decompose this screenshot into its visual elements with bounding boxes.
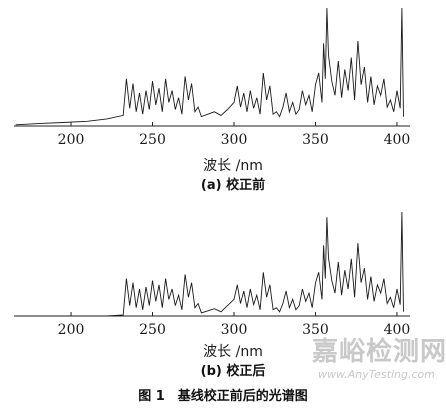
panel-b-x-tick-label-300: 300 (221, 322, 248, 338)
panel-a-x-tick-label-400: 400 (384, 132, 411, 148)
panel-b-x-tick-label-250: 250 (139, 322, 166, 338)
panel-b-x-tick-label-350: 350 (302, 322, 329, 338)
panel-b-x-tick-label-400: 400 (384, 322, 411, 338)
panel-b-spectrum-line (15, 211, 404, 317)
panel-b-x-ticks: 200 250 300 350 400 (58, 312, 411, 338)
panel-a-x-axis-title: 波长 /nm (203, 158, 263, 174)
panel-a-caption: (a) 校正前 (201, 177, 265, 193)
panel-b-after-correction: 200 250 300 350 400 波长 /nm (b) 校正后 (14, 211, 411, 379)
panel-a-x-tick-label-250: 250 (139, 132, 166, 148)
panel-a-x-tick-label-350: 350 (302, 132, 329, 148)
panel-a-x-tick-label-200: 200 (58, 132, 85, 148)
panel-a-x-tick-label-300: 300 (221, 132, 248, 148)
figure-caption: 图 1 基线校正前后的光谱图 (138, 388, 308, 404)
panel-b-caption: (b) 校正后 (201, 363, 266, 379)
panel-a-x-ticks: 200 250 300 350 400 (58, 122, 411, 148)
panel-b-x-axis-title: 波长 /nm (203, 344, 263, 360)
panel-a-spectrum-line (15, 7, 404, 126)
panel-b-x-tick-label-200: 200 (58, 322, 85, 338)
watermark: 嘉峪检测网 www.AnyTesting.com (312, 336, 446, 381)
watermark-url-text: www.AnyTesting.com (318, 368, 435, 381)
watermark-main-text: 嘉峪检测网 (312, 336, 446, 367)
panel-a-before-correction: 200 250 300 350 400 波长 /nm (a) 校正前 (14, 7, 411, 193)
